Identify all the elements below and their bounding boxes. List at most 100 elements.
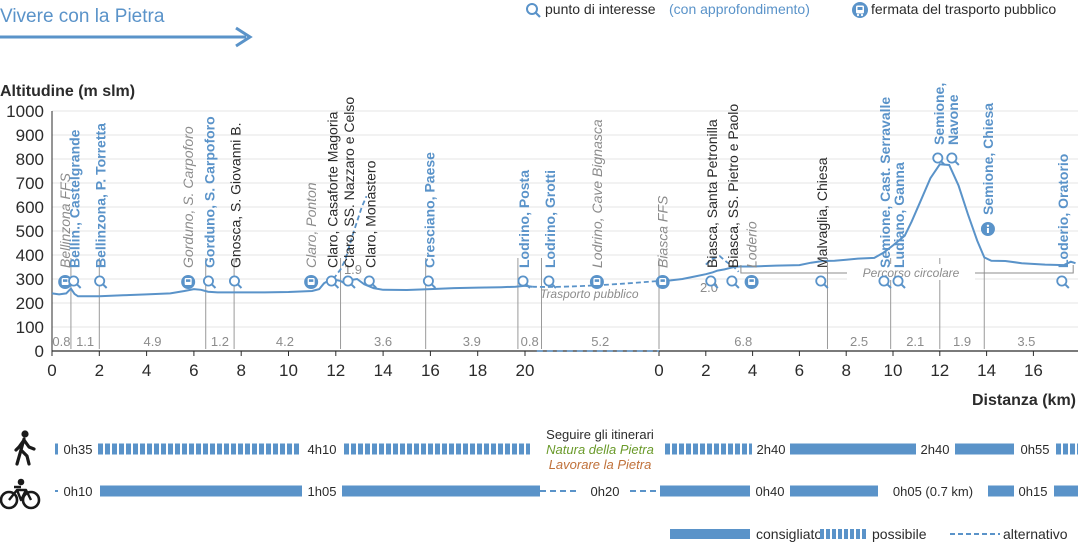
legend-stop-label: fermata del trasporto pubblico [871, 1, 1056, 17]
point-label: Biasca, SS. Pietro e Paolo [725, 104, 741, 268]
point-label: Loderio [744, 221, 760, 268]
bike-time-label: 0h40 [756, 484, 785, 499]
elevation-line-b [658, 163, 1076, 282]
point-label: Bellin., Castelgrande [67, 129, 83, 268]
bus-stop-icon [181, 275, 196, 289]
magnifier-icon [363, 275, 377, 289]
point-label: Cresciano, Paese [421, 152, 437, 268]
transport-link-path [532, 280, 660, 288]
point-label: Semione, Chiesa [980, 103, 996, 215]
bike-time-label: 0h20 [591, 484, 620, 499]
elevation-line-a [51, 277, 533, 298]
magnifier-icon [517, 275, 531, 289]
point-label: Gorduno, S. Carpoforo [201, 116, 217, 268]
point-label: Malvaglia, Chiesa [814, 157, 830, 268]
legend-poi-label: punto di interesse [545, 1, 656, 17]
point-label: Navone [945, 94, 961, 145]
point-label: Semione, [931, 83, 947, 145]
bike-time-label: 0h15 [1019, 484, 1048, 499]
bus-stop-icon [744, 275, 759, 289]
transport-label: Trasporto pubblico [540, 287, 639, 301]
segment-distance-label: 3.9 [463, 334, 481, 349]
x-tick-label: 14 [977, 361, 996, 380]
segment-distance-label: 0.8 [521, 334, 539, 349]
y-tick-label: 600 [16, 198, 44, 217]
x-axis-title: Distanza (km) [972, 392, 1076, 409]
bike-time-label: 1h05 [308, 484, 337, 499]
x-tick-label: 10 [279, 361, 298, 380]
x-tick-label: 14 [374, 361, 393, 380]
x-tick-label: 8 [236, 361, 245, 380]
follow-orange: Lavorare la Pietra [549, 457, 652, 472]
pedestrian-icon [14, 430, 36, 466]
x-tick-label: 6 [795, 361, 804, 380]
point-label: Biasca, Santa Petronilla [704, 119, 720, 268]
point-label: Gorduno, S. Carpoforo [180, 126, 196, 268]
x-tick-label: 12 [326, 361, 345, 380]
magnifier-icon [342, 275, 356, 289]
legend-possible-label: possibile [872, 526, 927, 542]
walk-time-label: 0h35 [64, 442, 93, 457]
x-tick-label: 16 [1024, 361, 1043, 380]
x-tick-label: 0 [47, 361, 56, 380]
magnifier-icon [932, 152, 946, 166]
point-label: Lodrino, Cave Bignasca [589, 119, 605, 268]
title-arrow-head [235, 26, 253, 48]
magnifier-icon [94, 275, 108, 289]
segment-distance-label: 4.9 [143, 334, 161, 349]
x-tick-label: 4 [142, 361, 151, 380]
legend-recommended-swatch [670, 529, 750, 539]
segment-distance-label: 2.5 [850, 334, 868, 349]
point-label: Bellinzona FFS [57, 172, 73, 268]
alt-distance-label: 1.9 [344, 262, 362, 277]
magnifier-icon [815, 275, 829, 289]
walk-time-label: 4h10 [308, 442, 337, 457]
loop-label-bg [847, 264, 975, 280]
header: Vivere con la Pietra punto di interesse … [0, 1, 1056, 48]
segment-distance-label: 1.9 [953, 334, 971, 349]
x-tick-label: 20 [516, 361, 535, 380]
y-tick-label: 400 [16, 246, 44, 265]
magnifier-icon [228, 275, 243, 289]
x-tick-label: 12 [930, 361, 949, 380]
y-tick-label: 900 [16, 126, 44, 145]
x-tick-label: 0 [654, 361, 663, 380]
segment-distance-label: 3.6 [374, 334, 392, 349]
y-tick-label: 300 [16, 270, 44, 289]
x-tick-label: 4 [748, 361, 757, 380]
y-tick-label: 1000 [6, 102, 44, 121]
segment-distance-label: 3.5 [1017, 334, 1035, 349]
y-tick-label: 800 [16, 150, 44, 169]
y-tick-label: 100 [16, 318, 44, 337]
magnifier-icon [705, 275, 719, 289]
magnifier-icon [543, 275, 557, 289]
bike-time-label: 0h10 [64, 484, 93, 499]
alternative-path-biasca [705, 255, 740, 273]
page-title: Vivere con la Pietra [0, 6, 165, 27]
segment-distance-label: 5.2 [591, 334, 609, 349]
point-label: Biasca FFS [655, 195, 671, 268]
point-label: Lodrino, Grotti [542, 170, 558, 268]
x-tick-label: 16 [421, 361, 440, 380]
x-tick-label: 6 [189, 361, 198, 380]
magnifier-icon [325, 275, 340, 289]
x-tick-label: 18 [468, 361, 487, 380]
segment-distance-label: 2.1 [906, 334, 924, 349]
magnifier-icon [422, 275, 437, 289]
alternative-path-claro [332, 195, 368, 280]
point-label: Lodrino, Posta [516, 170, 532, 268]
magnifier-icon [1056, 275, 1070, 289]
y-tick-label: 500 [16, 222, 44, 241]
x-tick-label: 8 [841, 361, 850, 380]
bus-stop-icon [852, 2, 868, 18]
magnifier-icon [526, 3, 541, 18]
segment-distance-label: 6.8 [734, 334, 752, 349]
bus-stop-icon [589, 275, 604, 289]
point-label: Claro, SS. Nazzaro e Celso [341, 97, 357, 268]
info-icon [980, 222, 995, 236]
segment-distance-label: 1.2 [211, 334, 229, 349]
legend-poi-more-label: (con approfondimento) [669, 1, 810, 17]
y-tick-label: 200 [16, 294, 44, 313]
